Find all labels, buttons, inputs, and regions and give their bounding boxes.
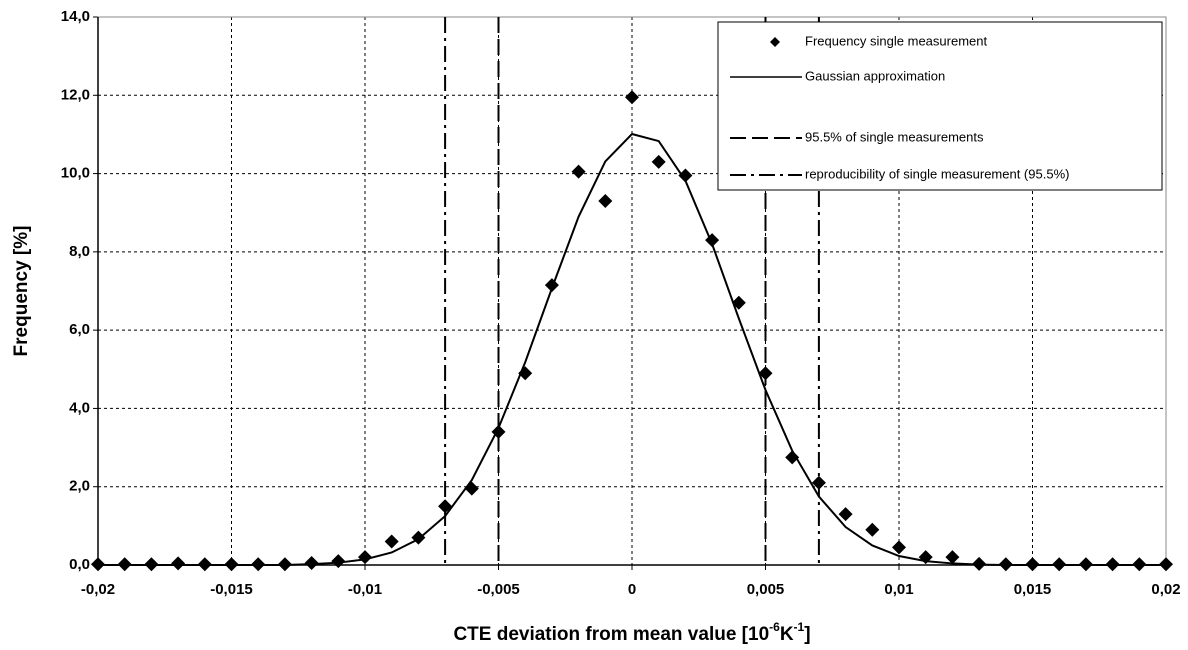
marker [838,507,853,522]
x-tick-label: 0,02 [1151,581,1180,598]
legend-label: reproducibility of single measurement (9… [805,166,1069,181]
x-tick-label: 0,015 [1014,581,1052,598]
marker [464,481,479,496]
x-tick-label: 0,005 [747,581,785,598]
marker [651,154,666,169]
marker [865,522,880,537]
marker [598,193,613,208]
x-axis-title-part: K [780,624,794,645]
marker [785,450,800,465]
y-tick-label: 0,0 [69,556,90,573]
x-axis-title: CTE deviation from mean value [10-6K-1] [453,620,810,645]
marker [571,164,586,179]
x-tick-label: 0 [628,581,636,598]
marker [438,499,453,514]
y-tick-label: 6,0 [69,321,90,338]
legend-label: Gaussian approximation [805,68,945,83]
marker [945,550,960,565]
x-tick-label: -0,005 [477,581,520,598]
marker [758,366,773,381]
y-tick-label: 10,0 [61,165,90,182]
y-axis-title: Frequency [%] [11,226,32,357]
x-axis-title-part: CTE deviation from mean value [10 [453,624,769,645]
marker [331,554,346,569]
legend-label: 95.5% of single measurements [805,129,984,144]
marker [384,534,399,549]
marker [171,556,186,571]
marker [625,90,639,105]
marker [678,168,693,183]
marker [892,540,906,555]
y-tick-label: 2,0 [69,478,90,495]
x-tick-label: -0,01 [348,581,382,598]
y-tick-label: 8,0 [69,243,90,260]
x-tick-label: 0,01 [884,581,913,598]
y-tick-label: 12,0 [61,86,90,103]
x-axis-title-part: -6 [769,620,780,634]
legend-label: Frequency single measurement [805,33,987,48]
y-tick-label: 4,0 [69,399,90,416]
gaussian-line [98,132,1166,566]
x-axis-title-part: -1 [794,620,805,634]
legend-marker [770,37,780,47]
x-axis-title-part: ] [804,624,810,645]
x-tick-label: -0,02 [81,581,115,598]
x-tick-label: -0,015 [210,581,253,598]
y-tick-label: 14,0 [61,8,90,25]
marker [811,475,826,490]
legend-box [717,21,1163,191]
marker [304,556,319,571]
